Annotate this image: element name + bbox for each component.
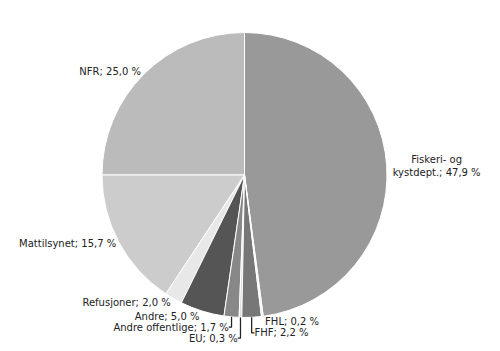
svg-text:Refusjoner; 2,0 %: Refusjoner; 2,0 % bbox=[82, 297, 170, 308]
svg-text:Fiskeri- ogkystdept.; 47,9 %: Fiskeri- ogkystdept.; 47,9 % bbox=[393, 154, 481, 178]
svg-text:NFR; 25,0 %: NFR; 25,0 % bbox=[79, 66, 141, 77]
svg-text:Mattilsynet; 15,7 %: Mattilsynet; 15,7 % bbox=[19, 238, 116, 249]
svg-text:EU; 0,3 %: EU; 0,3 % bbox=[189, 333, 238, 344]
svg-text:Andre; 5,0 %: Andre; 5,0 % bbox=[135, 311, 200, 322]
svg-text:FHF; 2,2 %: FHF; 2,2 % bbox=[254, 327, 308, 338]
svg-text:Andre offentlige; 1,7 %: Andre offentlige; 1,7 % bbox=[113, 322, 228, 333]
svg-text:FHL; 0,2 %: FHL; 0,2 % bbox=[265, 316, 319, 327]
